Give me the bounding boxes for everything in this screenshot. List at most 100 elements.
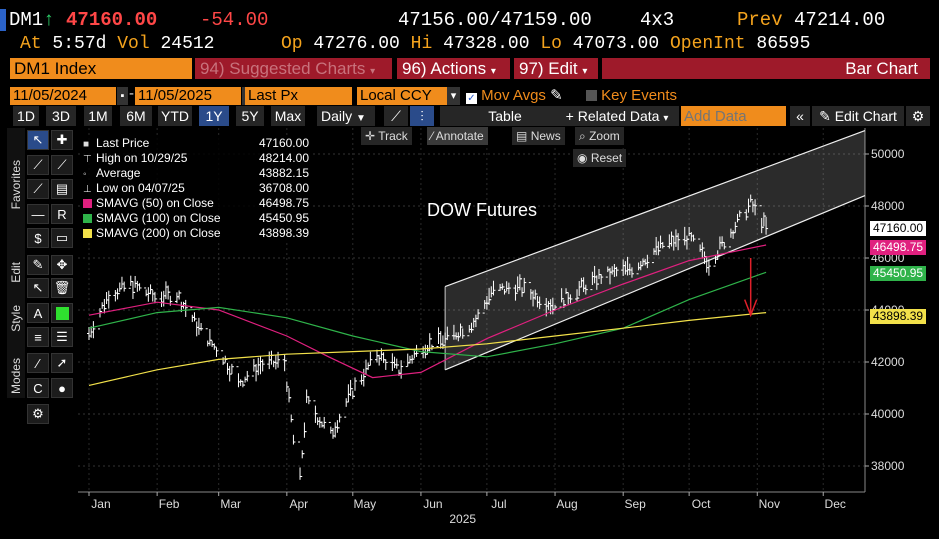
magnet-icon[interactable]: C — [27, 378, 49, 398]
net-change: -54.00 — [200, 9, 269, 31]
sma100-label: 45450.95 — [870, 266, 927, 281]
table-button[interactable]: Table — [440, 106, 570, 126]
magnifier-icon: ⌕ — [579, 129, 586, 143]
ray-icon[interactable]: ⟋ — [51, 155, 73, 175]
channel-icon[interactable]: ⟋ — [27, 179, 49, 199]
x-tick-label: Sep — [625, 497, 647, 511]
period-button-1m[interactable]: 1M — [84, 106, 112, 126]
legend-row: ⊤ High on 10/29/25 48214.00 — [83, 151, 313, 166]
fib-icon[interactable]: ▤ — [51, 179, 73, 199]
checkbox-checked-icon[interactable]: ✓ — [466, 93, 477, 104]
bar-chart-icon[interactable]: ⫶ — [410, 106, 434, 126]
line-style-icon[interactable]: ≡ — [27, 327, 49, 347]
open-interest-value: 86595 — [756, 34, 811, 54]
legend-value: 45450.95 — [258, 211, 309, 225]
security-tag — [0, 9, 6, 31]
rectangle-icon[interactable]: ▭ — [51, 228, 73, 248]
y-tick-label: 42000 — [871, 355, 905, 369]
related-data-menu[interactable]: + Related Data ▾ — [555, 106, 679, 126]
price-tool-icon[interactable]: $ — [27, 228, 49, 248]
end-date-input[interactable]: 11/05/2025 — [135, 87, 241, 105]
legend-label: Low on 04/07/25 — [96, 181, 185, 195]
checkbox-unchecked-icon[interactable] — [586, 90, 597, 101]
high-label: Hi — [410, 34, 433, 54]
dropdown-caret-icon: ▾ — [370, 66, 376, 77]
x-tick-label: May — [353, 497, 376, 511]
news-button[interactable]: ▤ News — [512, 127, 565, 145]
pencil-draw-icon[interactable]: ⁄ — [27, 353, 49, 373]
key-events-toggle[interactable]: Key Events — [586, 87, 677, 105]
settings-icon[interactable]: ⚙ — [27, 404, 49, 424]
calendar-icon[interactable]: ▪ — [117, 87, 128, 105]
mov-avgs-toggle[interactable]: ✓ Mov Avgs ✎ — [466, 87, 563, 105]
suggested-charts-menu[interactable]: 94) Suggested Charts ▾ — [195, 58, 392, 79]
period-button-ytd[interactable]: YTD — [158, 106, 192, 126]
arrow-tool-icon[interactable]: ➚ — [51, 353, 73, 373]
pencil-icon: ✎ — [819, 108, 831, 124]
chart-annotation: DOW Futures — [427, 200, 538, 220]
zoom-button[interactable]: ⌕ Zoom — [575, 127, 624, 145]
trash-icon[interactable]: 🗑 — [51, 278, 73, 298]
color-swatch-icon[interactable] — [51, 303, 73, 323]
cursor-icon[interactable]: ↖ — [27, 130, 49, 150]
pencil-icon: ⁄ — [431, 129, 434, 143]
period-button-5y[interactable]: 5Y — [236, 106, 264, 126]
edit-menu[interactable]: 97) Edit ▾ — [514, 58, 598, 79]
last-price-label: 47160.00 — [870, 221, 927, 236]
open-interest-label: OpenInt — [669, 34, 746, 54]
palette-icon[interactable]: ● — [51, 378, 73, 398]
x-tick-label: Jul — [491, 497, 506, 511]
line-width-icon[interactable]: ☰ — [51, 327, 73, 347]
legend-swatch — [83, 229, 92, 238]
text-tool-icon[interactable]: R — [51, 204, 73, 224]
start-date-input[interactable]: 11/05/2024 — [10, 87, 116, 105]
currency-select[interactable]: Local CCY — [357, 87, 447, 105]
add-data-input[interactable] — [681, 106, 786, 126]
edit-label: 97) Edit — [519, 59, 578, 78]
crosshair-icon[interactable]: ✚ — [51, 130, 73, 150]
news-icon: ▤ — [516, 129, 528, 143]
period-button-1d[interactable]: 1D — [13, 106, 39, 126]
quote-ohlc: Op 47276.00 Hi 47328.00 Lo 47073.00 Open… — [281, 34, 810, 54]
move-icon[interactable]: ✥ — [51, 255, 73, 275]
security-field[interactable]: DM1 Index — [10, 58, 192, 79]
down-arrow-head — [743, 299, 758, 318]
track-button[interactable]: ✛ Track — [361, 127, 412, 145]
trendline-icon[interactable]: ⟋ — [27, 155, 49, 175]
pencil-icon[interactable]: ✎ — [550, 87, 563, 104]
x-tick-label: Oct — [692, 497, 711, 511]
bid-ask-size: 4x3 — [640, 9, 675, 31]
legend-row: SMAVG (200) on Close 43898.39 — [83, 226, 313, 241]
related-data-label: Related Data — [577, 108, 660, 124]
legend: ■ Last Price 47160.00 ⊤ High on 10/29/25 4821… — [83, 136, 313, 241]
field-select[interactable]: Last Px — [245, 87, 352, 105]
legend-row: ⊥ Low on 04/07/25 36708.00 — [83, 181, 313, 196]
line-chart-icon[interactable]: ⟋ — [384, 106, 408, 126]
select-arrow-icon[interactable]: ↖ — [27, 278, 49, 298]
x-tick-label: Aug — [556, 497, 577, 511]
prev-label: Prev — [737, 9, 783, 31]
vol-label: Vol — [117, 34, 150, 54]
period-button-6m[interactable]: 6M — [120, 106, 152, 126]
crosshair-icon: ✛ — [365, 129, 376, 143]
frequency-select[interactable]: Daily ▼ — [317, 106, 375, 126]
chevron-down-icon[interactable]: ▾ — [447, 87, 460, 105]
legend-row: SMAVG (100) on Close 45450.95 — [83, 211, 313, 226]
actions-menu[interactable]: 96) Actions ▾ — [397, 58, 510, 79]
hline-icon[interactable]: — — [27, 204, 49, 224]
y-tick-label: 50000 — [871, 147, 905, 161]
pen-icon[interactable]: ✎ — [27, 255, 49, 275]
gear-icon[interactable]: ⚙ — [906, 106, 930, 126]
period-button-1y[interactable]: 1Y — [199, 106, 229, 126]
y-tick-label: 38000 — [871, 459, 905, 473]
font-icon[interactable]: A — [27, 303, 49, 323]
collapse-icon[interactable]: « — [790, 106, 810, 126]
period-button-3d[interactable]: 3D — [46, 106, 76, 126]
period-button-max[interactable]: Max — [271, 106, 305, 126]
annotate-button[interactable]: ⁄ Annotate — [427, 127, 488, 145]
annotate-label: Annotate — [435, 129, 484, 143]
last-price: 47160.00 — [66, 9, 158, 31]
edit-chart-button[interactable]: ✎ Edit Chart — [812, 106, 904, 126]
reset-button[interactable]: ◉ Reset — [573, 149, 627, 167]
